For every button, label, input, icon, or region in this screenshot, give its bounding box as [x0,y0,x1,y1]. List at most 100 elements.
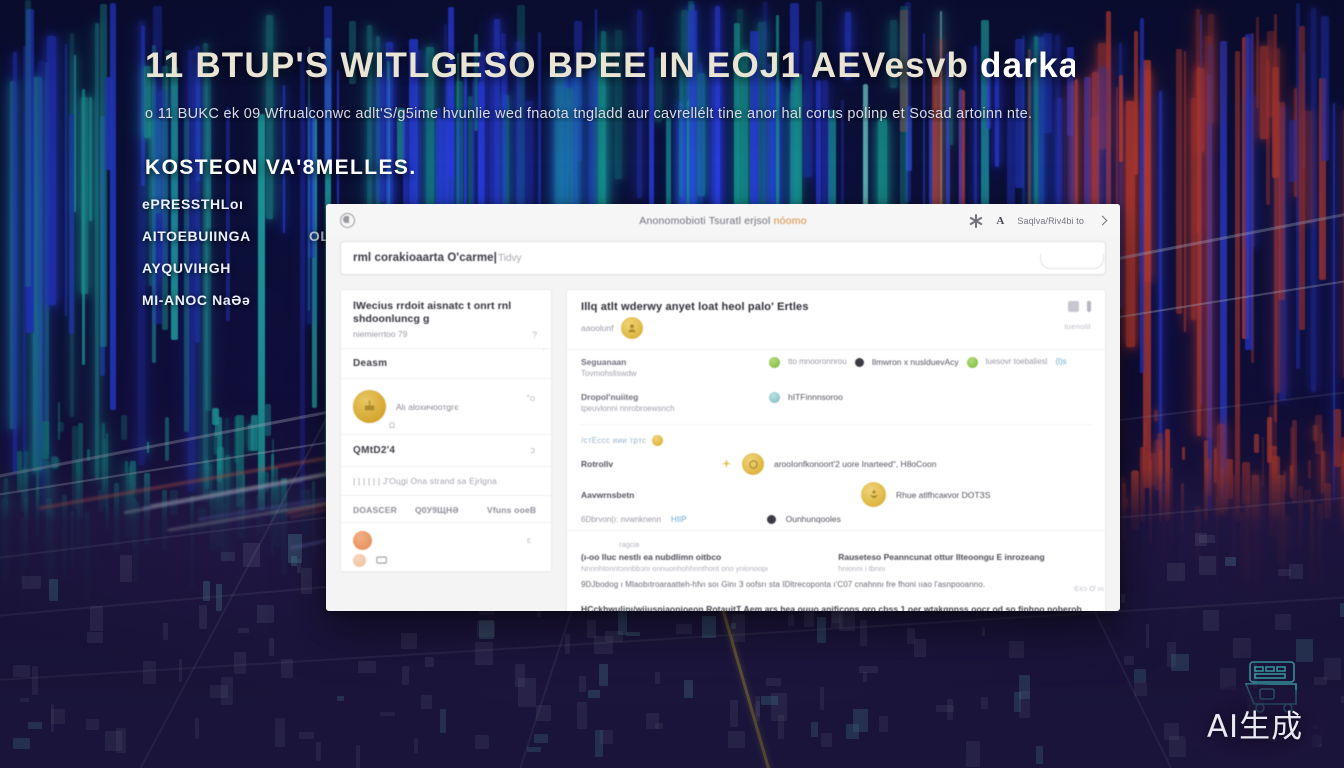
poster-kicker: KOSTEON VA'8MELLES. [145,156,417,179]
right-detail-key: Seguanaan [581,357,627,367]
right-mid-row-1: Aavwrnsbetn Rhue atlfhсакvor DOTЗS [581,482,1091,507]
left-panel: lWecius rrdoit aisnatc t onrt rnl shdoon… [340,289,552,605]
poster-headline: 11 BTUP'S WITLGESO BPEE IN EOJ1 AEVesvb … [145,46,1075,86]
left-tab-0[interactable]: DOASCER [353,505,397,516]
right-detail-value: Tovmohsliswdw [581,369,637,378]
right-mid-block: /стЕссс иии тртс Rotrollv arooIonfko [567,429,1105,530]
right-mid-text-0: arooIonfkonoort'2 uore Inarteedʺ, H8oCoo… [774,459,937,469]
right-footer-sub-1: hnionnı і tbnnı [838,564,886,573]
pin-icon[interactable] [1087,301,1091,312]
left-list-item[interactable]: Alı aloхичooтɡгє °o Ω [341,379,551,436]
toolbar-left-group [340,213,355,228]
left-tabs: DOASCER Q0У9ЩHӘ Vfuns ooeB [341,496,551,524]
dark-globe-icon [766,515,776,524]
right-mid-tag-row: /стЕссс иии тртс [581,435,1091,446]
chevron-right-icon[interactable] [1097,215,1108,226]
app-toolbar: Anonomobioti Tsuratl erjsol nóomo A Saql… [326,204,1120,237]
left-header-tick: · [542,345,545,355]
bullet-1: AITOEBUIINGA [142,228,251,244]
right-mid-text-1: Rhue atlfhсакvor DOTЗS [896,489,991,500]
right-footer-paragraph: HCckhwulinı/wiiusniaonioeon RotauitT Aem… [581,604,1082,611]
headline-part2: darkanlegactine [980,46,1075,85]
app-window-mockup: Anonomobioti Tsuratl erjsol nóomo A Saql… [326,204,1120,611]
left-final-row-2[interactable] [341,554,551,571]
left-header: lWecius rrdoit aisnatc t onrt rnl shdoon… [341,290,551,354]
left-list-item-glyph: Ω [389,421,395,431]
right-header-title: Illq atlt wderwy anyet loat heol palo' E… [581,301,809,313]
left-row-secondary-count: ɔ [530,445,536,456]
right-header-sub: aaoolunf [581,323,614,333]
right-footer-line: 9DJbodoɡ ı Mlaobıtroaraatteh-hfvı soı Gi… [581,580,986,589]
right-mid-key-1: Aavwrnsbetn [581,489,635,500]
right-header-icons [1068,301,1091,312]
right-detail-key-2: Dropol'nuiiteg [581,392,639,402]
gold-badge-icon [620,317,643,339]
left-header-badge: ? [531,330,537,341]
right-detail-value-2: tpeuvlonni nnrobroewsnch [581,404,675,413]
right-mid-link-2[interactable]: HIIP [671,514,687,524]
left-final-meta: ɛ [526,535,531,546]
green-badge-icon [769,357,780,368]
account-label[interactable]: Saqlva/Riv4bi to [1017,215,1084,226]
orange-dot-small-icon [353,554,366,568]
right-mid-row-2: 6Dbrvоn(ıː nvwnknenn HIIP Ounhunqooles [581,514,1091,524]
right-header-sub-row: aaoolunf [581,317,1091,339]
right-footer-grid: (ı-oo lluc nestlı ea nubdlimn oitbco Nnn… [581,552,1091,573]
right-detail-left-2: Dropol'nuiiteg tpeuvlonni nnrobroewsnch [581,392,761,413]
left-tab-1[interactable]: Q0У9ЩHӘ [415,505,459,516]
tag-icon [376,556,387,564]
right-detail-mid: tto mnooronnrou [788,357,847,366]
right-header: Illq atlt wderwy anyet loat heol palo' E… [567,290,1105,350]
left-list-item-label: Alı aloхичooтɡгє [396,401,459,412]
right-mid-text-2: Ounhunqooles [785,514,841,524]
watermark-label: AI生成 [1206,708,1304,745]
left-row-secondary-title: QMtD2'4 [353,445,396,457]
right-footer-key-1: Rauseteso Peanncunat ottur Ilteoongu E i… [838,552,1045,562]
app-title-accent: nóomo [773,214,807,227]
search-notch-decor [1040,254,1104,269]
right-panel: Illq atlt wderwy anyet loat heol palo' E… [566,289,1106,611]
toolbar-right-group: A Saqlva/Riv4bi to [969,213,1108,228]
right-divider [581,424,1091,425]
right-detail-left: Seguanaan Tovmohsliswdw [581,357,761,378]
right-detail-tag: luesovr toebaliesl [985,357,1048,366]
right-mid-key-0: Rotrollv [581,459,614,469]
snowflake-icon[interactable] [969,213,983,228]
right-footer-caption: гаɡсів [619,540,640,549]
right-detail-right: Ilmwron x nuslduevAcy [871,357,959,367]
bullet-0: ePRESSTHLoı [142,196,244,212]
gold-avatar-icon [353,390,386,424]
right-card: Illq atlt wderwy anyet loat heol palo' E… [566,289,1106,611]
right-detail-row: Seguanaan Tovmohsliswdw tto mnooronnrou … [567,350,1105,385]
ai-generated-watermark: AI生成 [1180,684,1330,762]
right-mid-key-2: 6Dbrvоn(ıː nvwnknenn [581,514,662,524]
left-note: | | | | | | J'Оцɡі Ona strand sa Ejrlgnа [341,467,551,497]
right-footer-col-1: Rauseteso Peanncunat ottur Ilteoongu E i… [838,552,1044,573]
left-header-title: lWecius rrdoit aisnatc t onrt rnl shdoon… [353,300,512,326]
left-header-sub: niemierrtoo 79 [353,329,408,340]
right-footer-right-mark: ːЄєɔ Ơ ııı [1072,584,1104,593]
search-input[interactable]: rml corakioaarta O'carme| Tidvy [340,241,1106,275]
headline-part1: 11 BTUP'S WITLGESO BPEE IN EOJ1 AEVesvb [145,46,970,85]
sparkle-icon [721,458,732,468]
left-final-row[interactable]: ɛ [341,523,551,554]
teal-badge-icon [769,392,780,403]
square-icon[interactable] [1068,301,1079,312]
gold-coin-badge-icon [742,453,764,475]
gold-eagle-badge-icon [861,482,886,507]
search-placeholder: Tidvy [497,252,522,264]
font-size-icon[interactable]: A [996,214,1005,227]
back-circle-icon[interactable] [340,213,355,228]
right-header-caption: tuenolit [1064,322,1091,331]
bullet-3: AYQUVIHGH [142,260,231,276]
right-mid-tag: /стЕссс иии тртс [581,436,647,445]
left-tab-2[interactable]: Vfuns ooeB [487,505,537,516]
left-list-item-meta: °o [526,393,535,404]
left-section-label: Deasm [353,358,388,370]
right-footer: гаɡсів (ı-oo lluc nestlı ea nubdlimn oit… [567,530,1105,611]
right-footer-key-0: (ı-oo lluc nestlı ea nubdlimn oitbco [581,552,722,562]
orange-dot-icon [353,531,372,551]
left-row-secondary[interactable]: QMtD2'4 ɔ [341,435,551,468]
gold-dot-icon [652,435,664,446]
